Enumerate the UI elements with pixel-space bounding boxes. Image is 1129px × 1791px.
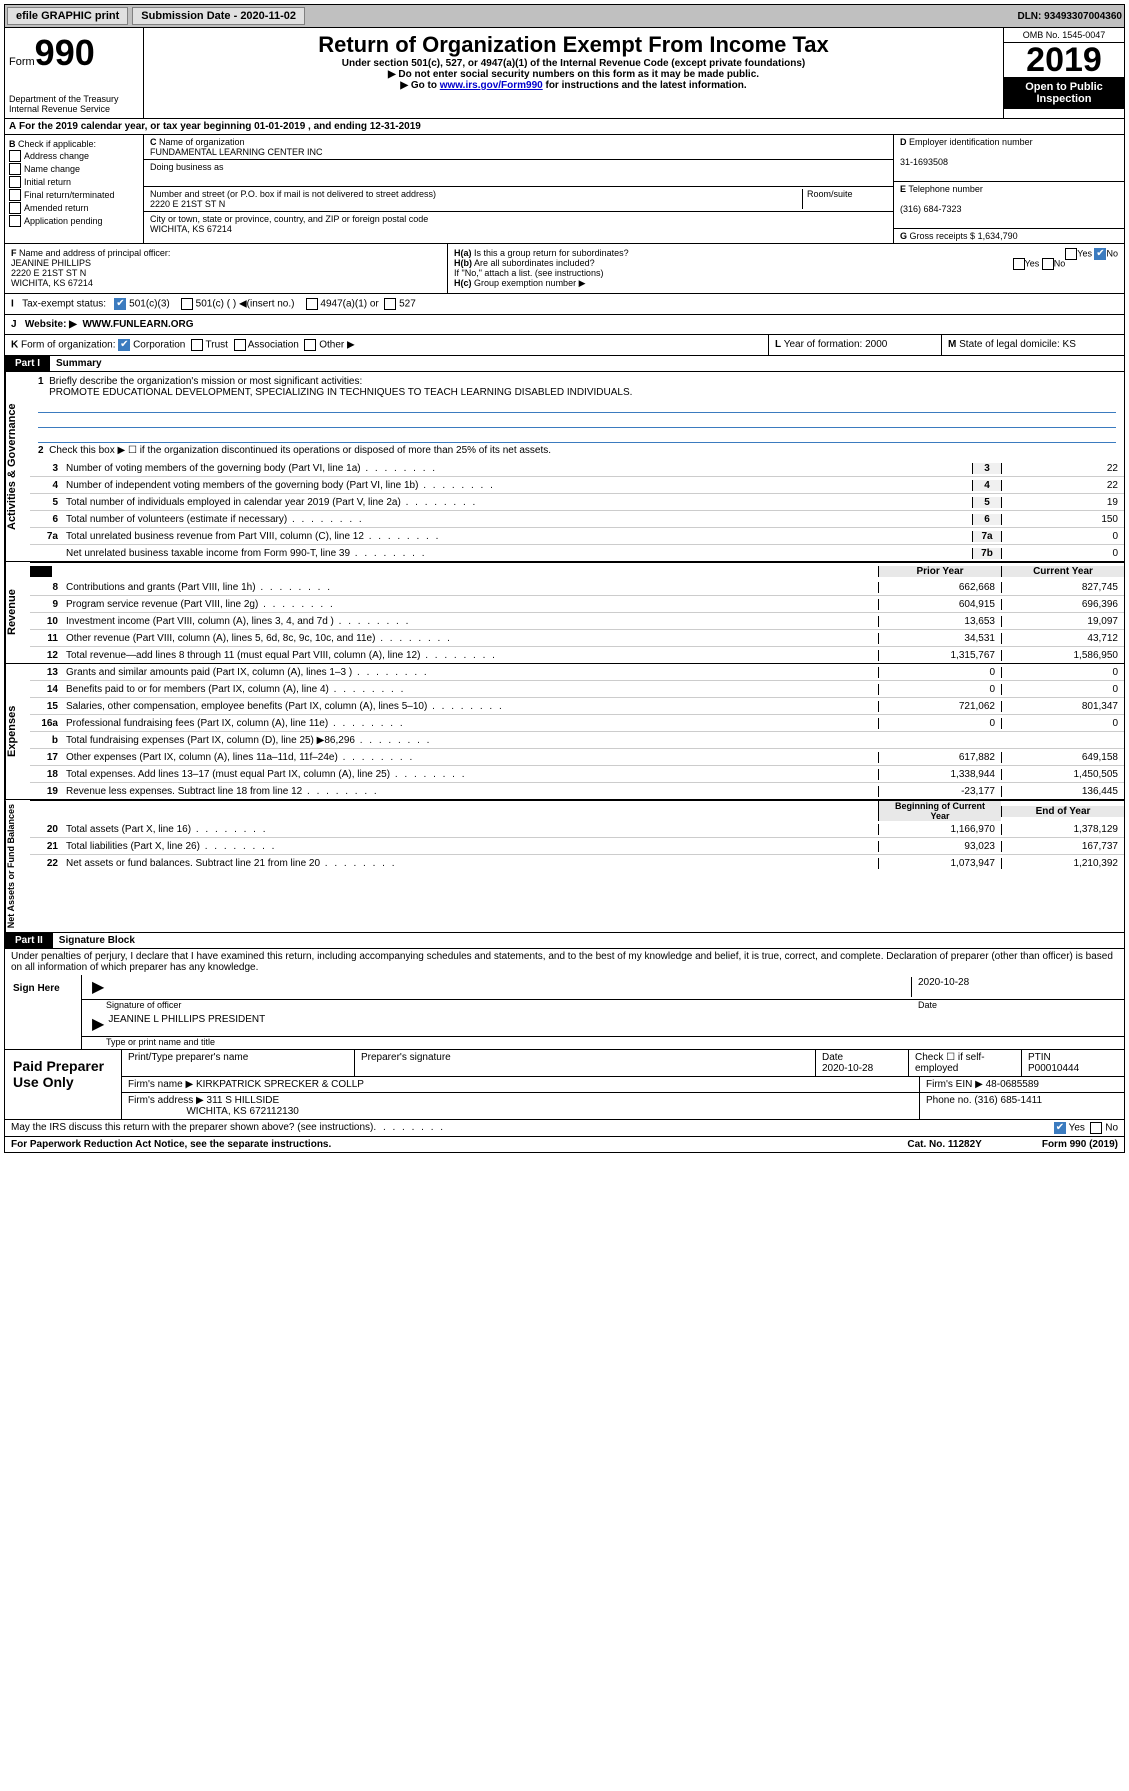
- phone: (316) 684-7323: [900, 204, 962, 214]
- sig-label: Signature of officer: [106, 1000, 918, 1010]
- hdr-current-year: Current Year: [1001, 566, 1124, 577]
- chk-final[interactable]: Final return/terminated: [24, 190, 115, 200]
- ein-label: Employer identification number: [909, 137, 1033, 147]
- website[interactable]: WWW.FUNLEARN.ORG: [82, 319, 193, 330]
- ein: 31-1693508: [900, 157, 948, 167]
- form-label: Form: [9, 56, 35, 68]
- prep-h1: Print/Type preparer's name: [122, 1050, 355, 1076]
- firm-ein: 48-0685589: [986, 1079, 1039, 1090]
- form-number: 990: [35, 32, 95, 73]
- footer-left: For Paperwork Reduction Act Notice, see …: [11, 1139, 331, 1150]
- prep-date: 2020-10-28: [822, 1063, 873, 1074]
- top-bar: efile GRAPHIC print Submission Date - 20…: [4, 4, 1125, 28]
- chk-name[interactable]: Name change: [24, 164, 80, 174]
- tax-year: 2019: [1004, 43, 1124, 77]
- hdr-prior-year: Prior Year: [878, 566, 1001, 577]
- firm-name: KIRKPATRICK SPRECKER & COLLP: [196, 1079, 364, 1090]
- hb-note: If "No," attach a list. (see instruction…: [454, 268, 603, 278]
- part-ii-title: Signature Block: [53, 933, 141, 948]
- footer-right: Form 990 (2019): [1042, 1139, 1118, 1150]
- firm-addr: 311 S HILLSIDE: [207, 1095, 280, 1106]
- gross-val: 1,634,790: [978, 231, 1018, 241]
- l1-mission: PROMOTE EDUCATIONAL DEVELOPMENT, SPECIAL…: [49, 387, 632, 398]
- prep-h2: Preparer's signature: [355, 1050, 816, 1076]
- street-label: Number and street (or P.O. box if mail i…: [150, 189, 436, 199]
- discuss-text: May the IRS discuss this return with the…: [11, 1122, 373, 1134]
- irs-link[interactable]: www.irs.gov/Form990: [440, 80, 543, 91]
- side-expenses: Expenses: [5, 664, 30, 799]
- form-header: Form990 Department of the Treasury Inter…: [4, 28, 1125, 119]
- row-j-website: J Website: ▶ WWW.FUNLEARN.ORG: [4, 315, 1125, 335]
- hdr-begin-year: Beginning of Current Year: [878, 801, 1001, 821]
- l2-label: Check this box ▶ ☐ if the organization d…: [49, 445, 551, 456]
- l1-label: Briefly describe the organization's miss…: [49, 376, 362, 387]
- side-netassets: Net Assets or Fund Balances: [5, 800, 30, 932]
- chk-address[interactable]: Address change: [24, 151, 89, 161]
- officer-label: Name and address of principal officer:: [19, 248, 170, 258]
- chk-amended[interactable]: Amended return: [24, 203, 89, 213]
- part-i-hdr: Part I: [5, 356, 50, 371]
- hc-label: Group exemption number ▶: [474, 278, 585, 288]
- part-i-title: Summary: [50, 356, 108, 371]
- officer-addr1: 2220 E 21ST ST N: [11, 268, 86, 278]
- row-i-status: I Tax-exempt status: ✔ 501(c)(3) 501(c) …: [4, 294, 1125, 315]
- hdr-end-year: End of Year: [1001, 806, 1124, 817]
- section-b-checkboxes: B Check if applicable: Address change Na…: [5, 135, 144, 243]
- footer-cat: Cat. No. 11282Y: [907, 1139, 981, 1150]
- sign-date: 2020-10-28: [911, 977, 1118, 997]
- subtitle-2: ▶ Do not enter social security numbers o…: [152, 69, 995, 80]
- officer-addr2: WICHITA, KS 67214: [11, 278, 93, 288]
- chk-initial[interactable]: Initial return: [24, 177, 71, 187]
- sign-here: Sign Here: [5, 975, 82, 1049]
- name-title-label: Type or print name and title: [82, 1037, 1124, 1049]
- discuss-yes[interactable]: ✔: [1054, 1122, 1066, 1134]
- org-name-label: Name of organization: [159, 137, 245, 147]
- dba-label: Doing business as: [150, 162, 224, 172]
- firm-phone: (316) 685-1411: [974, 1095, 1042, 1106]
- dln: DLN: 93493307004360: [1017, 11, 1122, 22]
- chk-corp[interactable]: ✔: [118, 339, 130, 351]
- part-ii-hdr: Part II: [5, 933, 53, 948]
- subtitle-1: Under section 501(c), 527, or 4947(a)(1)…: [152, 58, 995, 69]
- state-domicile: KS: [1063, 339, 1076, 350]
- room-label: Room/suite: [802, 189, 887, 209]
- year-formation: 2000: [865, 339, 887, 350]
- officer-name: JEANINE PHILLIPS: [11, 258, 91, 268]
- hb-label: Are all subordinates included?: [474, 258, 595, 268]
- form-title: Return of Organization Exempt From Incom…: [152, 32, 995, 58]
- submission-btn[interactable]: Submission Date - 2020-11-02: [132, 7, 305, 25]
- city-label: City or town, state or province, country…: [150, 214, 428, 224]
- ptin: P00010444: [1028, 1063, 1079, 1074]
- ha-label: Is this a group return for subordinates?: [474, 248, 629, 258]
- row-a-period: A For the 2019 calendar year, or tax yea…: [4, 119, 1125, 135]
- efile-btn[interactable]: efile GRAPHIC print: [7, 7, 128, 25]
- phone-label: Telephone number: [908, 184, 983, 194]
- chk-pending[interactable]: Application pending: [24, 216, 103, 226]
- subtitle-3a: ▶ Go to: [400, 80, 439, 91]
- date-label: Date: [918, 1000, 1118, 1010]
- street: 2220 E 21ST ST N: [150, 199, 225, 209]
- org-name: FUNDAMENTAL LEARNING CENTER INC: [150, 147, 323, 157]
- open-public: Open to Public Inspection: [1004, 77, 1124, 109]
- side-governance: Activities & Governance: [5, 372, 30, 561]
- prep-h4: Check ☐ if self-employed: [909, 1050, 1022, 1076]
- gross-label: Gross receipts $: [910, 231, 976, 241]
- side-revenue: Revenue: [5, 562, 30, 663]
- paid-preparer: Paid Preparer Use Only: [5, 1050, 122, 1119]
- firm-addr2: WICHITA, KS 672112130: [186, 1106, 298, 1117]
- subtitle-3b: for instructions and the latest informat…: [543, 80, 747, 91]
- city: WICHITA, KS 67214: [150, 224, 232, 234]
- chk-501c3[interactable]: ✔: [114, 298, 126, 310]
- dept-treasury: Department of the Treasury Internal Reve…: [9, 94, 139, 114]
- officer-signed-name: JEANINE L PHILLIPS PRESIDENT: [108, 1014, 265, 1034]
- perjury-text: Under penalties of perjury, I declare th…: [5, 949, 1124, 975]
